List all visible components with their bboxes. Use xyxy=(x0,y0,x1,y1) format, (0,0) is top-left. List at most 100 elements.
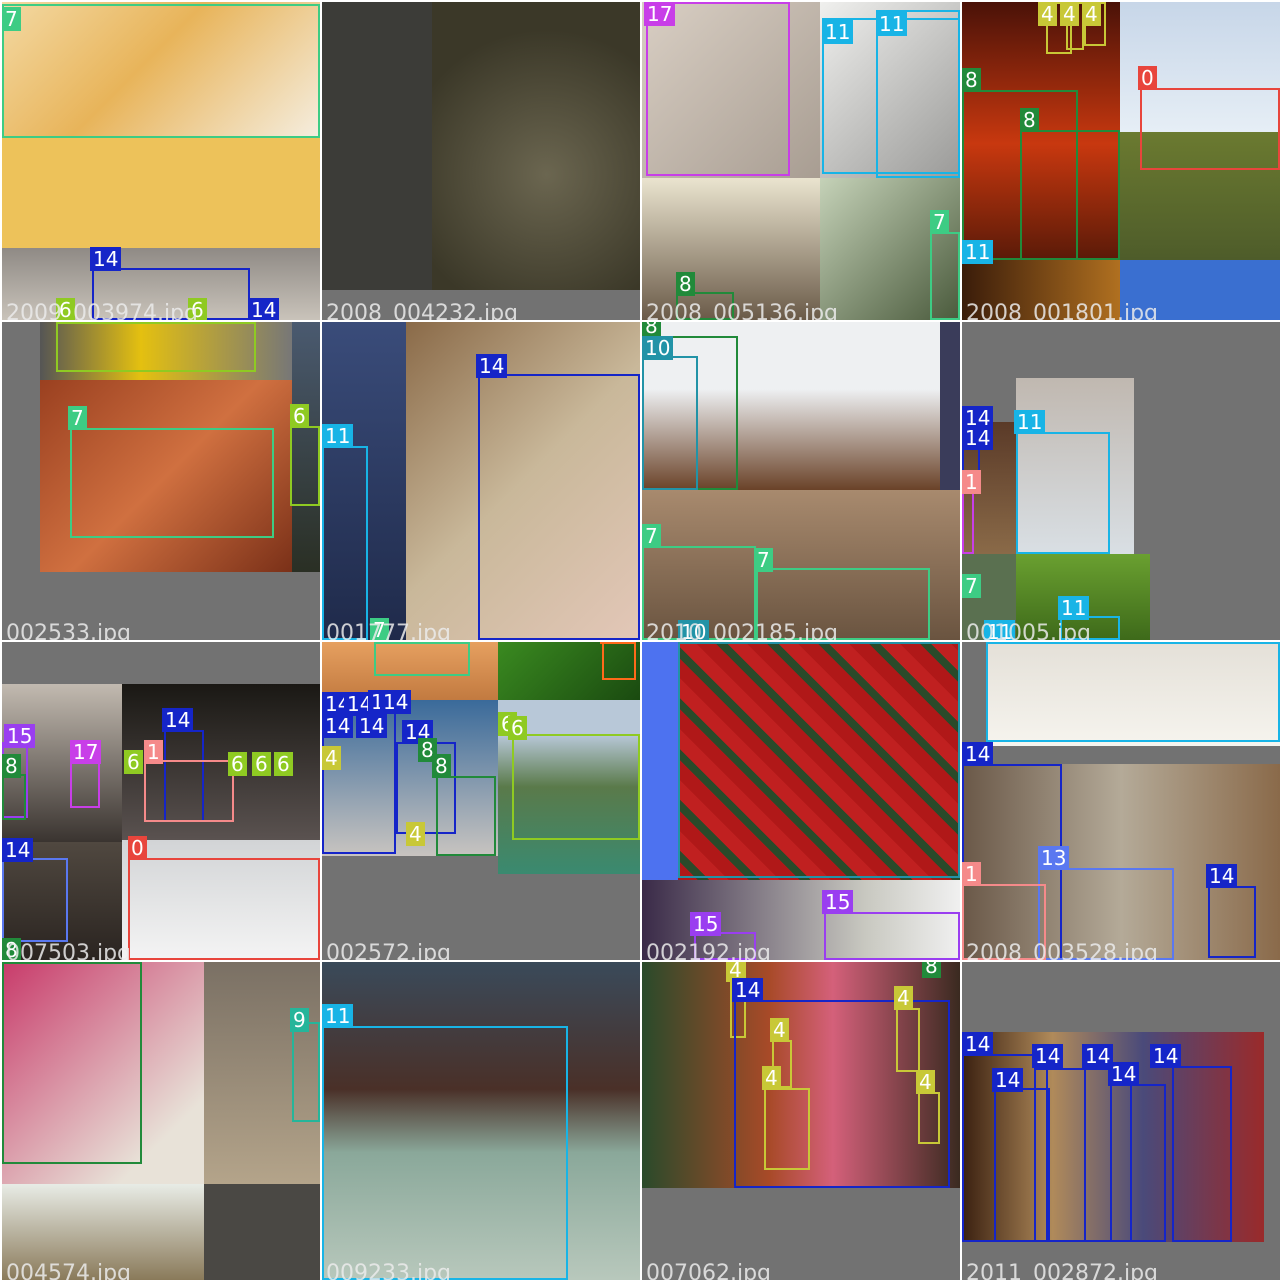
photo-region xyxy=(962,260,1120,320)
tile-filename: 2008_005136.jpg xyxy=(646,301,839,320)
bbox xyxy=(1172,1066,1232,1242)
class-label: 8 xyxy=(2,938,21,960)
class-label: 8 xyxy=(676,272,695,296)
class-label: 14 xyxy=(322,714,354,738)
class-label: 14 xyxy=(962,426,994,450)
photo-region xyxy=(204,1184,320,1280)
bbox xyxy=(986,642,1280,742)
photo-region xyxy=(292,322,320,572)
photo-region xyxy=(2,962,204,1184)
photo-region xyxy=(642,322,940,490)
class-label: 7 xyxy=(2,7,21,31)
image-tile: 7 14 6 6 14 2009_003974.jpg xyxy=(2,2,320,320)
class-label: 14 xyxy=(962,1032,994,1056)
bbox xyxy=(896,1008,920,1072)
bbox xyxy=(676,292,734,320)
bbox xyxy=(824,912,960,960)
class-label: 2 xyxy=(600,642,619,644)
bbox xyxy=(1046,2,1072,54)
class-label: 8 xyxy=(2,754,21,778)
photo-region xyxy=(1120,260,1280,320)
bbox xyxy=(2,858,68,942)
class-label: 4 xyxy=(1038,2,1057,26)
class-label: 14 xyxy=(992,1068,1024,1092)
photo-region xyxy=(322,322,406,640)
bbox xyxy=(764,1088,810,1170)
class-label: 17 xyxy=(644,2,676,26)
bbox xyxy=(1208,886,1256,958)
tile-filename: 2009_003974.jpg xyxy=(6,301,199,320)
class-label: 7 xyxy=(930,210,949,234)
class-label: 0 xyxy=(128,836,147,860)
bbox xyxy=(756,568,930,640)
bbox xyxy=(1016,432,1110,554)
class-label: 7 xyxy=(962,574,981,598)
tile-filename: 002572.jpg xyxy=(326,941,452,960)
bbox xyxy=(876,10,960,178)
bbox xyxy=(322,446,368,640)
bbox xyxy=(2,4,320,138)
class-label: 8 xyxy=(922,962,941,978)
bbox xyxy=(646,2,790,176)
bbox xyxy=(602,642,636,680)
class-label: 10 xyxy=(642,336,674,360)
bbox xyxy=(436,776,496,856)
tile-filename: 002192.jpg xyxy=(646,941,772,960)
class-label: 6 xyxy=(290,404,309,428)
bbox xyxy=(1110,1084,1166,1242)
class-label: 14 xyxy=(1206,864,1238,888)
photo-region xyxy=(322,962,640,1280)
image-tile: 17 11 11 8 7 2008_005136.jpg xyxy=(642,2,960,320)
photo-region xyxy=(498,642,640,700)
class-label: 14 xyxy=(162,708,194,732)
image-tile: 14 13 1 14 2008_003528.jpg xyxy=(962,642,1280,960)
class-label: 8 xyxy=(432,754,451,778)
class-label: 0 xyxy=(1138,66,1157,90)
class-label: 15 xyxy=(690,912,722,936)
class-label: 4 xyxy=(1060,2,1079,26)
class-label: 4 xyxy=(770,1018,789,1042)
class-label: 17 xyxy=(70,740,102,764)
photo-region xyxy=(2,684,122,842)
image-tile: 4 4 4 0 8 8 11 2008_001801.jpg xyxy=(962,2,1280,320)
class-label: 13 xyxy=(1038,846,1070,870)
class-label: 6 xyxy=(252,752,271,776)
photo-region xyxy=(1120,132,1280,260)
image-tile: 15 15 002192.jpg xyxy=(642,642,960,960)
photo-region xyxy=(122,840,320,960)
bbox xyxy=(92,268,250,320)
photo-region xyxy=(2,1184,204,1280)
class-label: 10 xyxy=(678,620,710,640)
bbox xyxy=(2,774,26,820)
class-label: 8 xyxy=(1020,108,1039,132)
tile-filename: 007503.jpg xyxy=(6,941,132,960)
photo-region xyxy=(940,322,960,490)
class-label: 4 xyxy=(762,1066,781,1090)
class-label: 4 xyxy=(894,986,913,1010)
bbox xyxy=(962,884,1046,960)
class-label: 4 xyxy=(1082,2,1101,26)
image-tile: 2 14 14 14 14 14 14 14 4 8 4 8 6 6 00257… xyxy=(322,642,640,960)
class-label: 4 xyxy=(726,962,745,982)
class-label: 14 xyxy=(476,354,508,378)
class-label: 6 xyxy=(228,752,247,776)
class-label: 11 xyxy=(322,1004,354,1028)
class-label: 14 xyxy=(248,298,280,320)
class-label: 11 xyxy=(1014,410,1046,434)
class-label: 11 xyxy=(876,12,908,36)
class-label: 1 xyxy=(962,470,981,494)
bbox xyxy=(70,760,100,808)
photo-region xyxy=(986,642,1280,746)
class-label: 4 xyxy=(406,822,425,846)
image-tile: 15 8 17 14 6 1 6 6 6 14 0 8 007503.jpg xyxy=(2,642,320,960)
class-label: 4 xyxy=(916,1070,935,1094)
image-tile: 14 11 7 001777.jpg xyxy=(322,322,640,640)
bbox xyxy=(1140,88,1280,170)
bbox xyxy=(144,760,234,822)
class-label: 9 xyxy=(290,1008,309,1032)
class-label: 14 xyxy=(1108,1062,1140,1086)
photo-region xyxy=(962,764,1280,960)
photo-region xyxy=(642,178,820,320)
class-label: 15 xyxy=(822,890,854,914)
